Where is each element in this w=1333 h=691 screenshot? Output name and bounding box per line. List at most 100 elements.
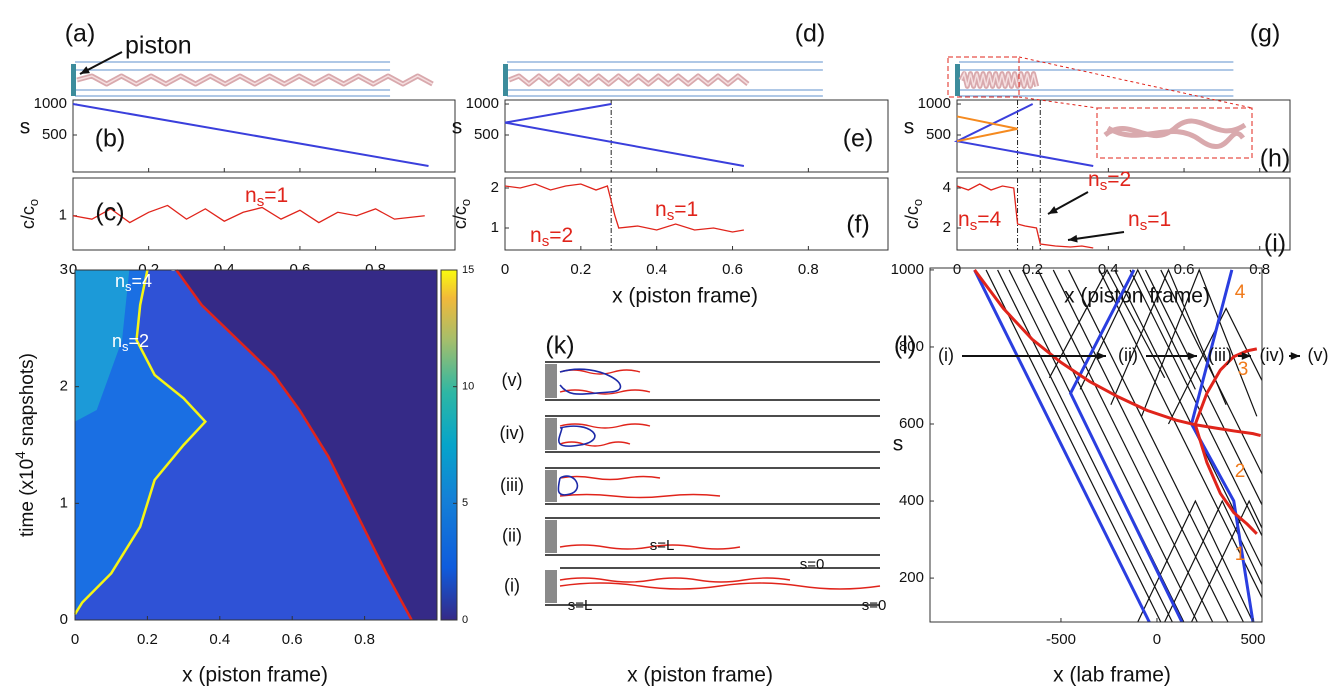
x-axis-label: x (piston frame): [627, 664, 773, 687]
colorbar-label: 5: [462, 497, 468, 509]
plot-frame: [956, 177, 1291, 251]
y-axis-label: c/co: [18, 199, 42, 229]
characteristic: [1068, 269, 1244, 622]
x-tick-label: 0.4: [209, 631, 230, 648]
characteristic: [985, 269, 1162, 622]
panel-tag: (a): [65, 20, 96, 48]
text-part: time (x10: [17, 459, 38, 537]
chain: [559, 423, 651, 429]
colorbar: [440, 269, 458, 621]
panel-tag: (h): [1260, 145, 1291, 173]
piston: [545, 364, 557, 398]
chain: [559, 582, 881, 590]
text-part: =2: [1107, 168, 1131, 191]
chain-fold: [557, 368, 622, 496]
chain: [559, 475, 661, 481]
characteristic: [1068, 269, 1184, 622]
y-axis-label: s: [904, 116, 915, 139]
text-part: n: [112, 331, 122, 351]
chain: [559, 441, 631, 447]
data-line: [72, 204, 425, 224]
text-part: n: [310, 177, 320, 197]
panel-tag: (l): [894, 332, 916, 360]
red-trace: [1193, 347, 1258, 425]
plot-frame: [72, 177, 456, 251]
characteristic: [1160, 269, 1262, 476]
zone-label: 2: [1235, 461, 1246, 482]
subscript: s: [1140, 217, 1148, 234]
characteristic: [1129, 269, 1262, 538]
characteristic: [1189, 269, 1255, 622]
x-tick-label: 0.8: [798, 261, 819, 278]
subscript: s: [1100, 177, 1108, 194]
region-label: ns=4: [115, 271, 152, 295]
chain: [559, 577, 791, 583]
stage-label: (iii): [1208, 345, 1232, 365]
superscript: 4: [13, 451, 28, 459]
y-tick-label: 2: [491, 179, 499, 196]
text-part: =2: [549, 224, 573, 247]
panel-tag: (e): [843, 125, 874, 153]
y-tick-label: 600: [899, 415, 924, 432]
zoom-box: [1096, 107, 1253, 159]
characteristic: [1137, 499, 1254, 622]
annotation: ns=2: [530, 224, 573, 250]
subscript: s: [125, 279, 132, 294]
piston: [545, 418, 557, 450]
subscript: o: [26, 199, 41, 206]
stage-label: (iv): [1260, 345, 1285, 365]
x-tick-label: 0.2: [1022, 261, 1043, 278]
panel-tag: (b): [95, 125, 126, 153]
arrow-head: [1241, 352, 1251, 360]
plot-frame: [74, 269, 438, 621]
text-part: n: [245, 184, 257, 207]
annotation: ns=1: [245, 184, 288, 210]
red-trace: [973, 269, 1262, 438]
y-axis-label: s: [20, 116, 31, 139]
y-tick-label: 1: [491, 219, 499, 236]
subscript: s: [257, 193, 265, 210]
x-tick-label: 0.8: [354, 631, 375, 648]
y-axis-label: c/co: [450, 199, 474, 229]
text-part: c/c: [450, 206, 470, 229]
characteristic: [973, 269, 1151, 622]
row-label: (i): [504, 575, 520, 595]
characteristic: [1144, 269, 1262, 507]
y-tick-label: 1000: [466, 95, 499, 112]
arrow-head: [1187, 352, 1197, 360]
chain: [559, 493, 721, 499]
y-tick-label: 500: [42, 126, 67, 143]
annotation: ns=1: [655, 198, 698, 224]
plot-frame: [929, 267, 1263, 623]
y-tick-label: 1: [59, 207, 67, 224]
subscript: s: [970, 217, 978, 234]
x-tick-label: 0.8: [1249, 261, 1270, 278]
piston: [545, 570, 557, 603]
row-label: (iv): [500, 423, 525, 443]
x-tick-label: -500: [1046, 631, 1076, 648]
data-line: [504, 103, 745, 167]
text-part: c/c: [902, 206, 922, 229]
x-tick-label: 0: [1153, 631, 1161, 648]
zoom-link: [1018, 56, 1253, 109]
region: [75, 270, 130, 620]
annotation: ns=1: [1128, 208, 1171, 234]
characteristic: [1141, 268, 1258, 417]
text-part: n: [115, 271, 125, 291]
y-axis-label: s: [893, 433, 904, 456]
x-tick-label: 0.4: [1098, 261, 1119, 278]
x-tick-label: 0: [71, 631, 79, 648]
zoom-link: [1018, 96, 1098, 109]
subscript: o: [910, 199, 925, 206]
panel-tag: (d): [795, 20, 826, 48]
text-part: snapshots): [17, 353, 38, 451]
y-tick-label: 200: [899, 569, 924, 586]
subscript: s: [320, 185, 327, 200]
text-part: =2: [129, 331, 150, 351]
y-tick-label: 0: [60, 611, 68, 628]
characteristic: [1048, 268, 1166, 379]
y-tick-label: 1: [60, 494, 68, 511]
data-line: [953, 103, 1094, 167]
region-label: ns=0: [310, 177, 347, 201]
y-axis-label: time (x104 snapshots): [13, 353, 38, 537]
